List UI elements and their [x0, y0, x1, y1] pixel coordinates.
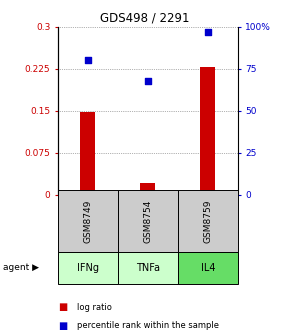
- Text: GSM8749: GSM8749: [84, 199, 93, 243]
- Text: GSM8754: GSM8754: [143, 199, 153, 243]
- Text: agent ▶: agent ▶: [3, 263, 39, 272]
- Point: [206, 29, 210, 35]
- Text: IFNg: IFNg: [77, 263, 99, 273]
- Text: GSM8759: GSM8759: [203, 199, 212, 243]
- Bar: [140, 182, 155, 195]
- Text: ■: ■: [58, 302, 67, 312]
- Point: [146, 78, 150, 83]
- Text: log ratio: log ratio: [77, 303, 112, 312]
- Text: GDS498 / 2291: GDS498 / 2291: [100, 12, 190, 25]
- Point: [86, 58, 90, 63]
- Text: TNFa: TNFa: [136, 263, 160, 273]
- Text: ■: ■: [58, 321, 67, 331]
- Bar: [80, 112, 95, 195]
- Bar: [200, 67, 215, 195]
- Text: percentile rank within the sample: percentile rank within the sample: [77, 322, 219, 330]
- Text: IL4: IL4: [201, 263, 215, 273]
